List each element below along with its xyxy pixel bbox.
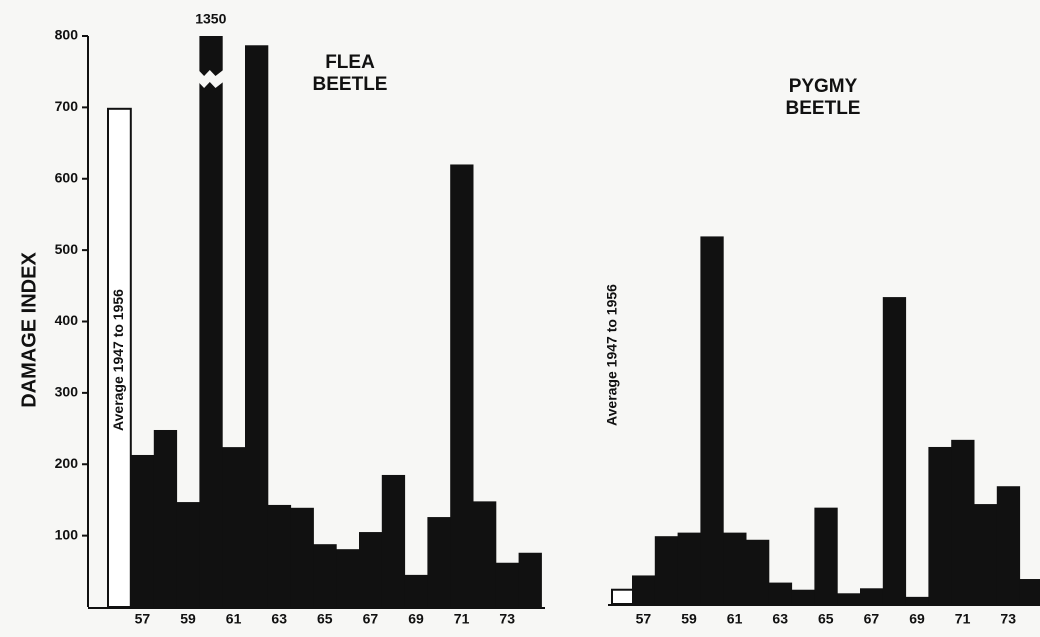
y-tick-label: 600 <box>55 169 79 185</box>
y-tick-label: 700 <box>55 98 79 114</box>
bar <box>290 507 314 607</box>
value-label: 1350 <box>195 11 226 27</box>
x-tick-label: 61 <box>727 611 743 627</box>
x-tick-label: 61 <box>226 611 242 627</box>
x-tick-label: 69 <box>408 611 424 627</box>
bar <box>700 236 724 604</box>
bar <box>677 532 701 604</box>
bar <box>928 446 952 604</box>
bar <box>951 439 975 604</box>
bar <box>723 532 747 604</box>
bar <box>450 164 474 607</box>
x-tick-label: 59 <box>180 611 196 627</box>
y-tick-label: 300 <box>55 384 79 400</box>
bar <box>654 536 679 604</box>
x-tick-label: 65 <box>317 611 333 627</box>
chart-title: PYGMY BEETLE <box>785 76 861 119</box>
x-tick-label: 71 <box>454 611 470 627</box>
x-tick-label: 57 <box>636 611 652 627</box>
y-tick-label: 500 <box>55 241 79 257</box>
average-label: Average 1947 to 1956 <box>604 284 620 426</box>
average-bar <box>611 588 636 605</box>
bar <box>404 574 428 607</box>
x-tick-label: 65 <box>818 611 834 627</box>
y-tick-label: 400 <box>55 312 79 328</box>
bar <box>336 549 360 607</box>
bar <box>518 552 542 607</box>
x-tick-label: 57 <box>135 611 151 627</box>
bar <box>996 486 1021 604</box>
y-tick-label: 800 <box>55 27 79 43</box>
bar <box>768 582 793 604</box>
bar <box>359 532 383 607</box>
x-tick-label: 63 <box>772 611 788 627</box>
bar <box>1019 579 1040 604</box>
chart-title: FLEA BEETLE <box>312 52 388 95</box>
axis-break <box>198 70 224 88</box>
bar <box>495 562 520 607</box>
average-label: Average 1947 to 1956 <box>110 289 126 431</box>
bar <box>245 45 269 608</box>
bar <box>222 447 246 607</box>
x-tick-label: 69 <box>909 611 925 627</box>
bar <box>313 544 337 607</box>
x-tick-label: 67 <box>363 611 379 627</box>
bar <box>746 539 770 604</box>
bar <box>176 502 200 607</box>
x-tick-label: 71 <box>955 611 971 627</box>
average-bar <box>107 107 132 609</box>
bar <box>791 589 815 604</box>
x-tick-label: 73 <box>1000 611 1016 627</box>
bar <box>882 297 907 604</box>
bar <box>837 593 861 604</box>
y-tick-label: 200 <box>55 455 79 471</box>
x-tick-label: 63 <box>271 611 287 627</box>
bar <box>814 507 838 604</box>
y-tick-label: 100 <box>55 526 79 542</box>
bar <box>860 588 884 604</box>
bar <box>153 429 178 607</box>
bar <box>427 517 451 607</box>
bar <box>974 504 998 604</box>
x-tick-label: 73 <box>499 611 515 627</box>
bar <box>131 454 155 607</box>
bar <box>632 575 656 604</box>
bar <box>905 596 929 604</box>
y-axis-label: DAMAGE INDEX <box>18 252 40 408</box>
bar <box>473 501 497 607</box>
x-tick-label: 59 <box>681 611 697 627</box>
bar <box>267 504 292 607</box>
bar <box>199 36 223 607</box>
x-tick-label: 67 <box>864 611 880 627</box>
bar <box>381 474 406 607</box>
